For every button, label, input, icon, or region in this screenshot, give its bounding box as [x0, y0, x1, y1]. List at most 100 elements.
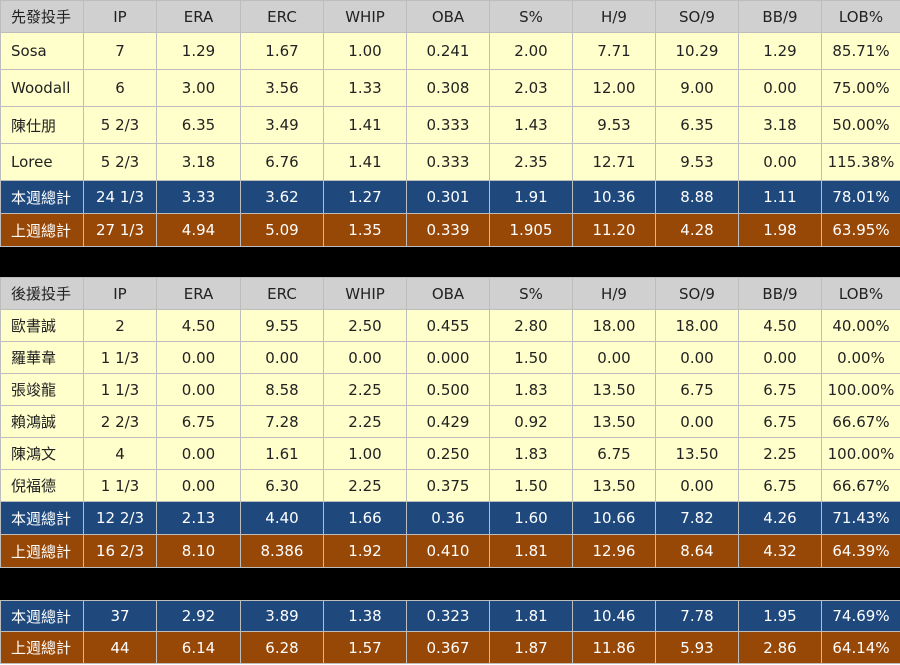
stat-cell: 1.50 [489, 469, 573, 502]
row-label-cell: 張竣龍 [0, 373, 84, 406]
stat-cell: 1.87 [489, 631, 573, 664]
stat-cell: 1.66 [323, 501, 407, 535]
stat-cell: 2.86 [738, 631, 822, 664]
stat-cell: 10.36 [572, 180, 656, 214]
stat-cell: H/9 [572, 0, 656, 33]
stat-cell: 6.75 [655, 373, 739, 406]
stat-cell: 0.000 [406, 341, 490, 374]
stat-cell: 1.61 [240, 437, 324, 470]
stat-cell: ERA [156, 0, 241, 33]
stat-cell: 11.86 [572, 631, 656, 664]
stat-cell: 6.75 [738, 373, 822, 406]
stat-cell: 5.09 [240, 213, 324, 247]
stat-cell: ERC [240, 277, 324, 310]
stat-cell: 12.71 [572, 143, 656, 181]
stat-cell: S% [489, 277, 573, 310]
stat-cell: 0.00 [156, 437, 241, 470]
table-row: 歐書誠 2 4.50 9.55 2.50 0.455 2.80 18.00 18.00 4.50 4… [0, 309, 900, 342]
row-label-cell: 先發投手 [0, 0, 84, 33]
stat-cell: 24 1/3 [83, 180, 157, 214]
row-label-cell: 上週總計 [0, 534, 84, 568]
stat-cell: 1.29 [738, 32, 822, 70]
stat-cell: WHIP [323, 277, 407, 310]
stat-cell: 0.00 [156, 341, 241, 374]
stat-cell: 37 [83, 600, 157, 632]
stat-cell: 0.00 [156, 469, 241, 502]
stat-cell: 3.00 [156, 69, 241, 107]
stat-cell: 7.28 [240, 405, 324, 438]
stat-cell: 64.14% [821, 631, 900, 664]
stat-cell: 0.00 [738, 143, 822, 181]
stat-cell: 13.50 [572, 469, 656, 502]
stat-cell: 2.13 [156, 501, 241, 535]
stat-cell: 1.98 [738, 213, 822, 247]
stat-cell: 100.00% [821, 437, 900, 470]
stat-cell: 3.49 [240, 106, 324, 144]
stat-cell: 1.92 [323, 534, 407, 568]
stat-cell: 40.00% [821, 309, 900, 342]
stat-cell: 18.00 [572, 309, 656, 342]
stat-cell: 0.00 [323, 341, 407, 374]
stat-cell: 2.35 [489, 143, 573, 181]
stat-cell: 78.01% [821, 180, 900, 214]
stat-cell: 10.29 [655, 32, 739, 70]
stat-cell: 0.00 [655, 341, 739, 374]
row-label-cell: 本週總計 [0, 180, 84, 214]
stat-cell: 1.81 [489, 534, 573, 568]
stat-cell: 9.53 [572, 106, 656, 144]
stat-cell: 1.91 [489, 180, 573, 214]
stat-cell: 50.00% [821, 106, 900, 144]
starters-table: 先發投手 IP ERA ERC WHIP OBA S% H/9 SO/9 BB/9 LOB% Sosa… [0, 0, 900, 247]
row-label-cell: 倪福德 [0, 469, 84, 502]
stat-cell: 1.60 [489, 501, 573, 535]
row-label-cell: 後援投手 [0, 277, 84, 310]
stat-cell: LOB% [821, 0, 900, 33]
stat-cell: 27 1/3 [83, 213, 157, 247]
row-label-cell: 本週總計 [0, 600, 84, 632]
stat-cell: SO/9 [655, 277, 739, 310]
row-label-cell: Sosa [0, 32, 84, 70]
stat-cell: 3.89 [240, 600, 324, 632]
stat-cell: 1.83 [489, 373, 573, 406]
last-week-total-row: 上週總計 27 1/3 4.94 5.09 1.35 0.339 1.905 11.20 4.2… [0, 213, 900, 247]
stat-cell: 0.333 [406, 106, 490, 144]
stat-cell: 3.33 [156, 180, 241, 214]
table-row: 陳鴻文 4 0.00 1.61 1.00 0.250 1.83 6.75 13.50 2.25 10… [0, 437, 900, 470]
stat-cell: 12.00 [572, 69, 656, 107]
stat-cell: S% [489, 0, 573, 33]
last-week-total-row: 上週總計 16 2/3 8.10 8.386 1.92 0.410 1.81 12.96 8.6… [0, 534, 900, 568]
stat-cell: 44 [83, 631, 157, 664]
stat-cell: 2.00 [489, 32, 573, 70]
table-row: 賴鴻誠 2 2/3 6.75 7.28 2.25 0.429 0.92 13.50 0.00 6.… [0, 405, 900, 438]
table-row: Woodall 6 3.00 3.56 1.33 0.308 2.03 12.00 9.00 0.… [0, 69, 900, 107]
stat-cell: 0.250 [406, 437, 490, 470]
stat-cell: 12.96 [572, 534, 656, 568]
stat-cell: 4.50 [156, 309, 241, 342]
row-label-cell: 本週總計 [0, 501, 84, 535]
this-week-total-row: 本週總計 24 1/3 3.33 3.62 1.27 0.301 1.91 10.36 8.88… [0, 180, 900, 214]
stat-cell: 1.95 [738, 600, 822, 632]
stat-cell: 9.55 [240, 309, 324, 342]
row-label-cell: 上週總計 [0, 631, 84, 664]
stat-cell: 0.36 [406, 501, 490, 535]
stat-cell: 0.429 [406, 405, 490, 438]
stat-cell: 7 [83, 32, 157, 70]
stat-cell: 115.38% [821, 143, 900, 181]
stat-cell: 12 2/3 [83, 501, 157, 535]
stat-cell: 2.03 [489, 69, 573, 107]
stat-cell: 74.69% [821, 600, 900, 632]
stat-cell: 0.00 [655, 405, 739, 438]
stat-cell: 0.00 [738, 341, 822, 374]
stat-cell: 1.00 [323, 32, 407, 70]
stat-cell: 4 [83, 437, 157, 470]
row-label-cell: 歐書誠 [0, 309, 84, 342]
this-week-total-row: 本週總計 12 2/3 2.13 4.40 1.66 0.36 1.60 10.66 7.82 4… [0, 501, 900, 535]
stat-cell: 6.75 [738, 469, 822, 502]
table-row: Sosa 7 1.29 1.67 1.00 0.241 2.00 7.71 10.29 1.29 8… [0, 32, 900, 70]
stat-cell: 1.50 [489, 341, 573, 374]
row-label-cell: Loree [0, 143, 84, 181]
stat-cell: ERC [240, 0, 324, 33]
stat-cell: 1 1/3 [83, 341, 157, 374]
stat-cell: 1.67 [240, 32, 324, 70]
table-row: 陳仕朋 5 2/3 6.35 3.49 1.41 0.333 1.43 9.53 6.35 3.1… [0, 106, 900, 144]
